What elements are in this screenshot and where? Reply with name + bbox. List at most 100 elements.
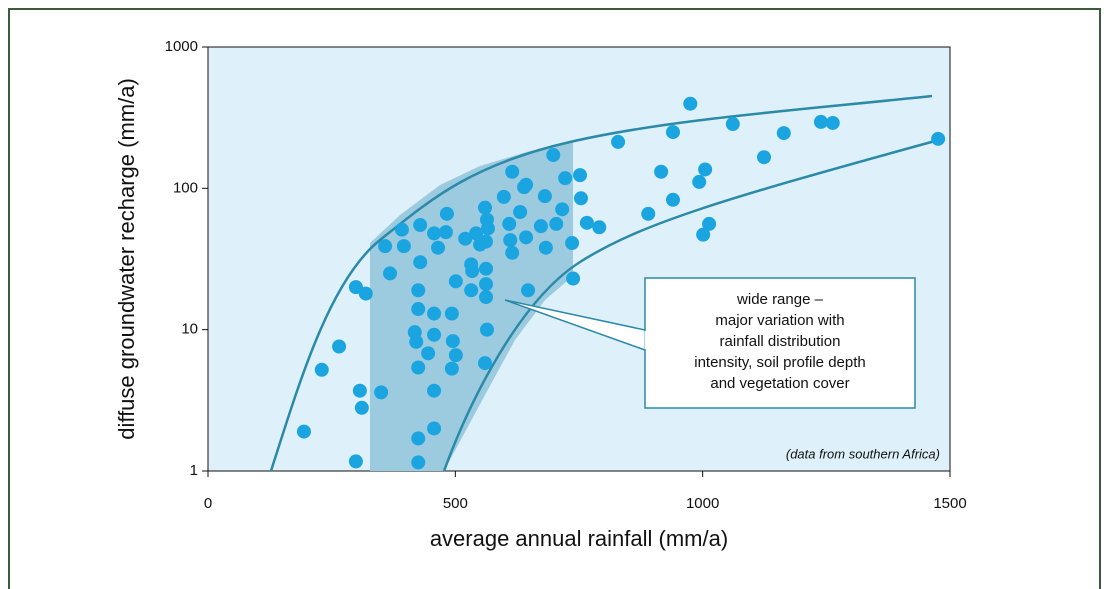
data-point	[725, 117, 740, 132]
y-tick-label: 100	[173, 179, 198, 196]
data-point	[555, 202, 570, 217]
data-point	[549, 216, 564, 231]
data-point	[354, 400, 369, 415]
data-point	[439, 206, 454, 221]
data-point	[479, 322, 494, 337]
data-point	[465, 264, 480, 279]
data-point	[444, 361, 459, 376]
data-point	[479, 277, 494, 292]
data-point	[445, 334, 460, 349]
marks	[296, 96, 946, 470]
data-point	[579, 215, 594, 230]
data-point	[698, 162, 713, 177]
data-point	[411, 302, 426, 317]
data-point	[813, 114, 828, 129]
data-point	[374, 385, 389, 400]
data-point	[573, 191, 588, 206]
data-point	[478, 356, 493, 371]
source-note: (data from southern Africa)	[786, 446, 940, 461]
data-point	[757, 150, 772, 165]
data-point	[825, 115, 840, 130]
data-point	[519, 177, 534, 192]
data-point	[296, 424, 311, 439]
data-point	[444, 306, 459, 321]
data-point	[696, 227, 711, 242]
x-tick-label: 500	[443, 495, 468, 512]
data-point	[611, 134, 626, 149]
x-tick-label: 1000	[686, 495, 719, 512]
data-point	[352, 383, 367, 398]
annotation-line: intensity, soil profile depth	[694, 354, 865, 371]
annotation-line: major variation with	[715, 312, 844, 329]
y-tick-label: 1	[190, 462, 198, 479]
data-point	[479, 290, 494, 305]
data-point	[592, 220, 607, 235]
data-point	[479, 212, 494, 227]
data-point	[427, 421, 442, 436]
data-point	[537, 189, 552, 204]
data-point	[503, 233, 518, 248]
data-point	[411, 283, 426, 298]
data-point	[383, 266, 398, 281]
data-point	[413, 218, 428, 233]
data-point	[427, 306, 442, 321]
data-point	[519, 230, 534, 245]
data-point	[314, 362, 329, 377]
data-point	[776, 126, 791, 141]
data-point	[546, 148, 561, 163]
data-point	[565, 236, 580, 251]
y-tick-label: 1000	[165, 38, 198, 55]
data-point	[348, 280, 363, 295]
x-axis-title: average annual rainfall (mm/a)	[430, 526, 728, 551]
data-point	[505, 164, 520, 179]
data-point	[505, 245, 520, 260]
data-point	[692, 174, 707, 189]
data-point	[521, 283, 536, 298]
data-point	[533, 219, 548, 234]
data-point	[411, 431, 426, 446]
data-point	[513, 205, 528, 220]
data-point	[641, 206, 656, 221]
data-point	[502, 216, 517, 231]
data-point	[464, 283, 479, 298]
annotation-line: and vegetation cover	[710, 375, 849, 392]
data-point	[407, 325, 422, 340]
data-point	[448, 348, 463, 363]
data-point	[665, 192, 680, 207]
data-point	[413, 255, 428, 270]
data-point	[469, 226, 484, 241]
annotation-line: wide range –	[736, 291, 824, 308]
data-point	[431, 240, 446, 255]
data-point	[478, 200, 493, 215]
data-point	[348, 454, 363, 469]
data-point	[665, 125, 680, 140]
data-point	[421, 346, 436, 361]
x-tick-label: 0	[204, 495, 212, 512]
frame	[8, 8, 1101, 589]
data-point	[683, 96, 698, 111]
data-point	[358, 286, 373, 301]
data-point	[396, 239, 411, 254]
data-point	[538, 240, 553, 255]
data-point	[427, 383, 442, 398]
data-point	[702, 216, 717, 231]
data-point	[458, 231, 473, 246]
data-point	[411, 455, 426, 470]
y-axis-title: diffuse groundwater recharge (mm/a)	[114, 78, 139, 440]
data-point	[479, 234, 494, 249]
data-point	[394, 222, 409, 237]
data-point	[332, 339, 347, 354]
data-point	[566, 271, 581, 286]
data-point	[378, 239, 393, 254]
annotation-line: rainfall distribution	[720, 333, 841, 350]
data-point	[572, 168, 587, 183]
x-tick-label: 1500	[933, 495, 966, 512]
data-point	[558, 171, 573, 186]
data-point	[427, 327, 442, 342]
data-point	[479, 261, 494, 276]
data-point	[654, 164, 669, 179]
y-tick-label: 10	[181, 321, 198, 338]
data-point	[427, 226, 442, 241]
